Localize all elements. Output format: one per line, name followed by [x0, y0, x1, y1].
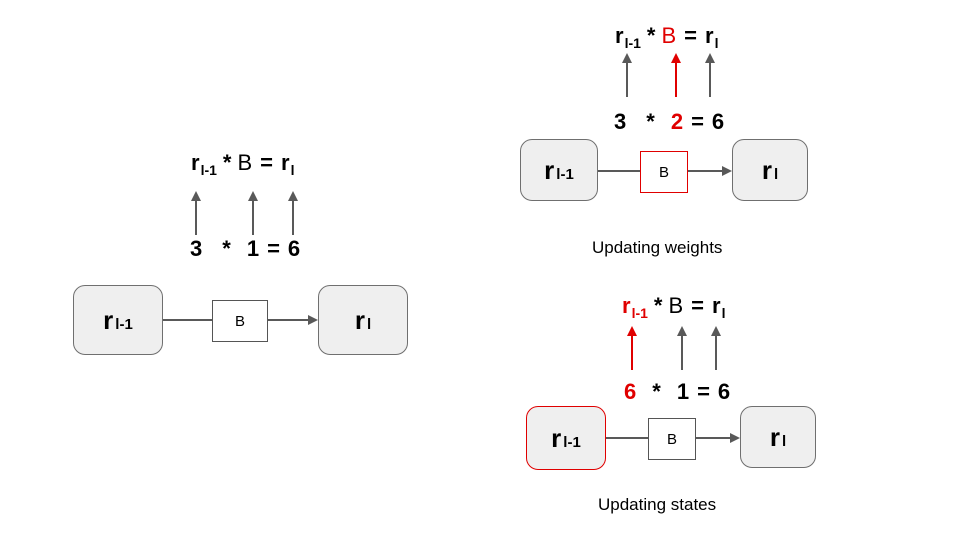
left-eq-r-prev-sub: l-1: [200, 162, 217, 178]
br-eq-mul: *: [653, 293, 663, 318]
br-eq-r-prev-sub: l-1: [631, 305, 648, 321]
tr-num-b: 2: [670, 109, 684, 134]
left-num-mul: *: [222, 236, 231, 261]
tr-num-c: 6: [711, 109, 725, 134]
br-node-r-next-label: r: [769, 421, 780, 452]
tr-caption: Updating weights: [592, 238, 723, 257]
tr-eq-r-next-sub: l: [714, 35, 719, 51]
left-num-a: 3: [190, 236, 203, 261]
br-weight-b-label: B: [666, 430, 677, 448]
br-node-r-prev-label: r: [551, 422, 562, 453]
left-node-r-prev-label: r: [103, 304, 114, 335]
left-num-equals: =: [267, 236, 280, 261]
br-caption: Updating states: [598, 495, 717, 514]
tr-node-r-prev-sub: l-1: [556, 165, 574, 183]
left-eq-equals: =: [260, 150, 274, 175]
left-eq-mul: *: [222, 150, 232, 175]
tr-num-mul: *: [646, 109, 655, 134]
br-eq-r-next: r: [712, 293, 721, 318]
br-eq-r-prev: r: [622, 293, 631, 318]
br-node-r-prev-sub: l-1: [563, 433, 581, 451]
br-eq-equals: =: [691, 293, 705, 318]
left-eq-r-prev: r: [191, 150, 200, 175]
br-weight-b: B: [648, 418, 696, 460]
tr-num-equals: =: [691, 109, 704, 134]
br-numbers: 6 * 1 = 6: [624, 379, 730, 405]
br-node-r-next-sub: l: [781, 432, 787, 450]
tr-eq-b: B: [661, 23, 677, 48]
tr-node-r-next-sub: l: [773, 165, 779, 183]
left-node-r-prev: r l-1: [73, 285, 163, 355]
tr-eq-r-prev-sub: l-1: [624, 35, 641, 51]
br-node-r-prev: r l-1: [526, 406, 606, 470]
br-num-b: 1: [676, 379, 690, 404]
tr-eq-r-prev: r: [615, 23, 624, 48]
tr-node-r-prev-label: r: [544, 154, 555, 185]
tr-eq-r-next: r: [705, 23, 714, 48]
left-node-r-prev-sub: l-1: [115, 315, 133, 333]
left-weight-b-label: B: [234, 312, 245, 330]
left-numbers: 3 * 1 = 6: [190, 236, 300, 262]
br-num-c: 6: [717, 379, 731, 404]
br-num-a: 6: [624, 379, 637, 404]
tr-num-a: 3: [614, 109, 627, 134]
left-weight-b: B: [212, 300, 268, 342]
br-num-mul: *: [652, 379, 661, 404]
left-eq-b: B: [237, 150, 253, 175]
left-eq-r-next-sub: l: [290, 162, 295, 178]
br-eq-b: B: [668, 293, 684, 318]
tr-eq-mul: *: [646, 23, 656, 48]
left-num-c: 6: [287, 236, 301, 261]
tr-numbers: 3 * 2 = 6: [614, 109, 724, 135]
tr-weight-b: B: [640, 151, 688, 193]
tr-eq-equals: =: [684, 23, 698, 48]
left-num-b: 1: [246, 236, 260, 261]
left-node-r-next-label: r: [354, 304, 365, 335]
br-num-equals: =: [697, 379, 710, 404]
tr-node-r-next-label: r: [761, 154, 772, 185]
left-node-r-next-sub: l: [366, 315, 372, 333]
tr-node-r-prev: r l-1: [520, 139, 598, 201]
left-eq-r-next: r: [281, 150, 290, 175]
tr-weight-b-label: B: [658, 163, 669, 181]
br-eq-r-next-sub: l: [721, 305, 726, 321]
